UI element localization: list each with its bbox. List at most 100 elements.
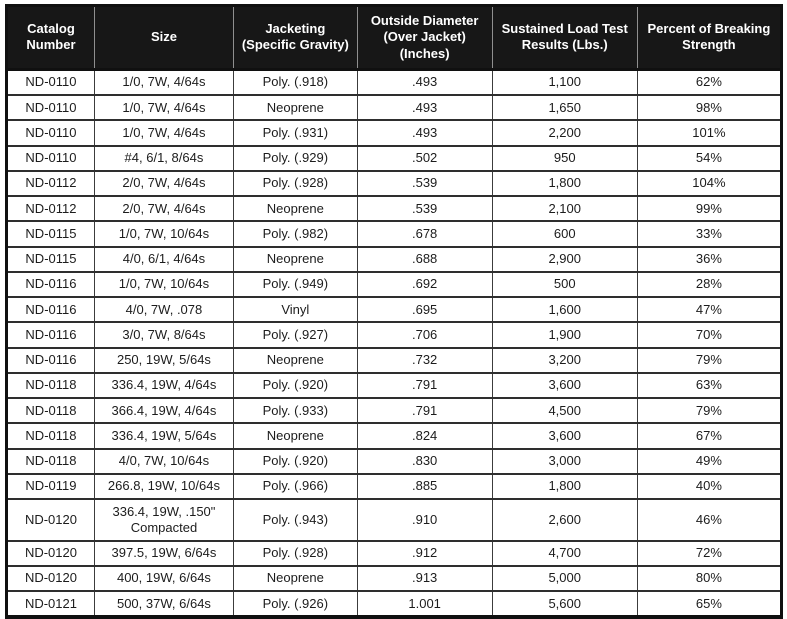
table-cell-size: 4/0, 6/1, 4/64s [93,245,234,272]
table-cell-size: 266.8, 19W, 10/64s [93,472,234,499]
table-cell-percent-breaking-strength: 70% [636,321,782,348]
table-cell-percent-breaking-strength: 67% [636,422,782,449]
table-row: ND-0110 1/0, 7W, 4/64s Poly. (.931) .493 2,2… [6,119,782,146]
table-cell-size: 366.4, 19W, 4/64s [93,396,234,424]
table-row: ND-0110 #4, 6/1, 8/64s Poly. (.929) .502 950… [6,144,782,171]
table-cell-jacketing: Neoprene [232,564,358,591]
table-cell-outside-diameter: .913 [356,564,493,591]
table-cell-sustained-load: 3,000 [491,447,638,474]
table-cell-sustained-load: 3,600 [491,422,638,449]
table-row: ND-0116 4/0, 7W, .078 Vinyl .695 1,600 47% [6,295,782,323]
table-row: ND-0116 1/0, 7W, 10/64s Poly. (.949) .692 50… [6,270,782,297]
table-cell-outside-diameter: .830 [356,447,493,474]
table-row: ND-0115 4/0, 6/1, 4/64s Neoprene .688 2,900 3… [6,245,782,272]
table-cell-sustained-load: 4,700 [491,539,638,566]
table-cell-catalog-number: ND-0118 [6,447,95,474]
table-cell-catalog-number: ND-0116 [6,270,95,297]
table-cell-outside-diameter: .539 [356,194,493,222]
table-cell-outside-diameter: .493 [356,119,493,146]
table-cell-size: 1/0, 7W, 10/64s [93,270,234,297]
table-row: ND-0116 3/0, 7W, 8/64s Poly. (.927) .706 1,9… [6,321,782,348]
column-header-outside-diameter: Outside Diameter (Over Jacket) (Inches) [356,5,493,71]
table-cell-jacketing: Poly. (.920) [232,371,358,398]
table-cell-catalog-number: ND-0119 [6,472,95,499]
table-row: ND-0120 336.4, 19W, .150" Compacted Poly. … [6,498,782,541]
table-cell-outside-diameter: .885 [356,472,493,499]
table-cell-percent-breaking-strength: 49% [636,447,782,474]
table-cell-catalog-number: ND-0120 [6,498,95,541]
table-cell-jacketing: Poly. (.982) [232,220,358,247]
table-cell-jacketing: Poly. (.943) [232,498,358,541]
table-cell-size: 250, 19W, 5/64s [93,346,234,373]
table-cell-outside-diameter: .692 [356,270,493,297]
table-cell-percent-breaking-strength: 40% [636,472,782,499]
table-cell-size: 397.5, 19W, 6/64s [93,539,234,566]
table-cell-jacketing: Poly. (.933) [232,396,358,424]
table-cell-size: 1/0, 7W, 4/64s [93,93,234,121]
table-cell-catalog-number: ND-0110 [6,93,95,121]
table-cell-jacketing: Poly. (.920) [232,447,358,474]
column-header-percent-breaking-strength: Percent of Breaking Strength [636,5,782,71]
table-cell-outside-diameter: .791 [356,371,493,398]
cable-spec-table: Catalog Number Size Jacketing (Specific Gr… [5,4,783,619]
table-cell-percent-breaking-strength: 98% [636,93,782,121]
table-cell-outside-diameter: .910 [356,498,493,541]
table-row: ND-0118 4/0, 7W, 10/64s Poly. (.920) .830 3,… [6,447,782,474]
table-row: ND-0118 336.4, 19W, 4/64s Poly. (.920) .791… [6,371,782,398]
table-cell-catalog-number: ND-0118 [6,371,95,398]
table-cell-sustained-load: 5,600 [491,589,638,618]
table-cell-jacketing: Poly. (.929) [232,144,358,171]
table-cell-jacketing: Poly. (.931) [232,119,358,146]
table-cell-sustained-load: 1,800 [491,472,638,499]
table-cell-sustained-load: 4,500 [491,396,638,424]
table-cell-sustained-load: 950 [491,144,638,171]
table-cell-sustained-load: 1,100 [491,69,638,95]
table-cell-percent-breaking-strength: 46% [636,498,782,541]
table-cell-catalog-number: ND-0121 [6,589,95,618]
table-body: ND-0110 1/0, 7W, 4/64s Poly. (.918) .493 1,1… [6,69,782,618]
table-cell-sustained-load: 2,600 [491,498,638,541]
table-cell-catalog-number: ND-0118 [6,396,95,424]
table-cell-catalog-number: ND-0115 [6,245,95,272]
table-cell-outside-diameter: 1.001 [356,589,493,618]
table-row: ND-0118 366.4, 19W, 4/64s Poly. (.933) .791… [6,396,782,424]
table-cell-outside-diameter: .539 [356,169,493,196]
table-cell-percent-breaking-strength: 104% [636,169,782,196]
table-row: ND-0119 266.8, 19W, 10/64s Poly. (.966) .88… [6,472,782,499]
table-cell-size: 400, 19W, 6/64s [93,564,234,591]
table-cell-jacketing: Neoprene [232,422,358,449]
table-cell-size: 4/0, 7W, .078 [93,295,234,323]
table-cell-jacketing: Neoprene [232,93,358,121]
table-cell-outside-diameter: .824 [356,422,493,449]
table-cell-sustained-load: 1,800 [491,169,638,196]
table-cell-jacketing: Poly. (.928) [232,539,358,566]
table-cell-outside-diameter: .493 [356,93,493,121]
table-cell-percent-breaking-strength: 80% [636,564,782,591]
table-cell-size: 2/0, 7W, 4/64s [93,194,234,222]
table-cell-size: 1/0, 7W, 4/64s [93,119,234,146]
table-cell-percent-breaking-strength: 79% [636,346,782,373]
table-row: ND-0115 1/0, 7W, 10/64s Poly. (.982) .678 60… [6,220,782,247]
table-cell-sustained-load: 1,600 [491,295,638,323]
table-row: ND-0112 2/0, 7W, 4/64s Neoprene .539 2,100 99… [6,194,782,222]
table-cell-percent-breaking-strength: 47% [636,295,782,323]
table-cell-percent-breaking-strength: 36% [636,245,782,272]
table-cell-outside-diameter: .732 [356,346,493,373]
table-cell-size: 500, 37W, 6/64s [93,589,234,618]
spec-table-container: Catalog Number Size Jacketing (Specific Gr… [5,4,783,619]
table-cell-jacketing: Vinyl [232,295,358,323]
table-cell-catalog-number: ND-0120 [6,564,95,591]
table-head-row: Catalog Number Size Jacketing (Specific Gr… [6,5,782,71]
table-cell-outside-diameter: .912 [356,539,493,566]
table-cell-catalog-number: ND-0116 [6,321,95,348]
table-row: ND-0120 397.5, 19W, 6/64s Poly. (.928) .912… [6,539,782,566]
column-header-jacketing: Jacketing (Specific Gravity) [232,5,358,71]
table-row: ND-0116 250, 19W, 5/64s Neoprene .732 3,200 7… [6,346,782,373]
table-cell-catalog-number: ND-0115 [6,220,95,247]
table-cell-size: 3/0, 7W, 8/64s [93,321,234,348]
table-cell-catalog-number: ND-0116 [6,295,95,323]
table-row: ND-0110 1/0, 7W, 4/64s Neoprene .493 1,650 98… [6,93,782,121]
table-row: ND-0110 1/0, 7W, 4/64s Poly. (.918) .493 1,1… [6,69,782,95]
table-cell-outside-diameter: .678 [356,220,493,247]
table-cell-percent-breaking-strength: 33% [636,220,782,247]
